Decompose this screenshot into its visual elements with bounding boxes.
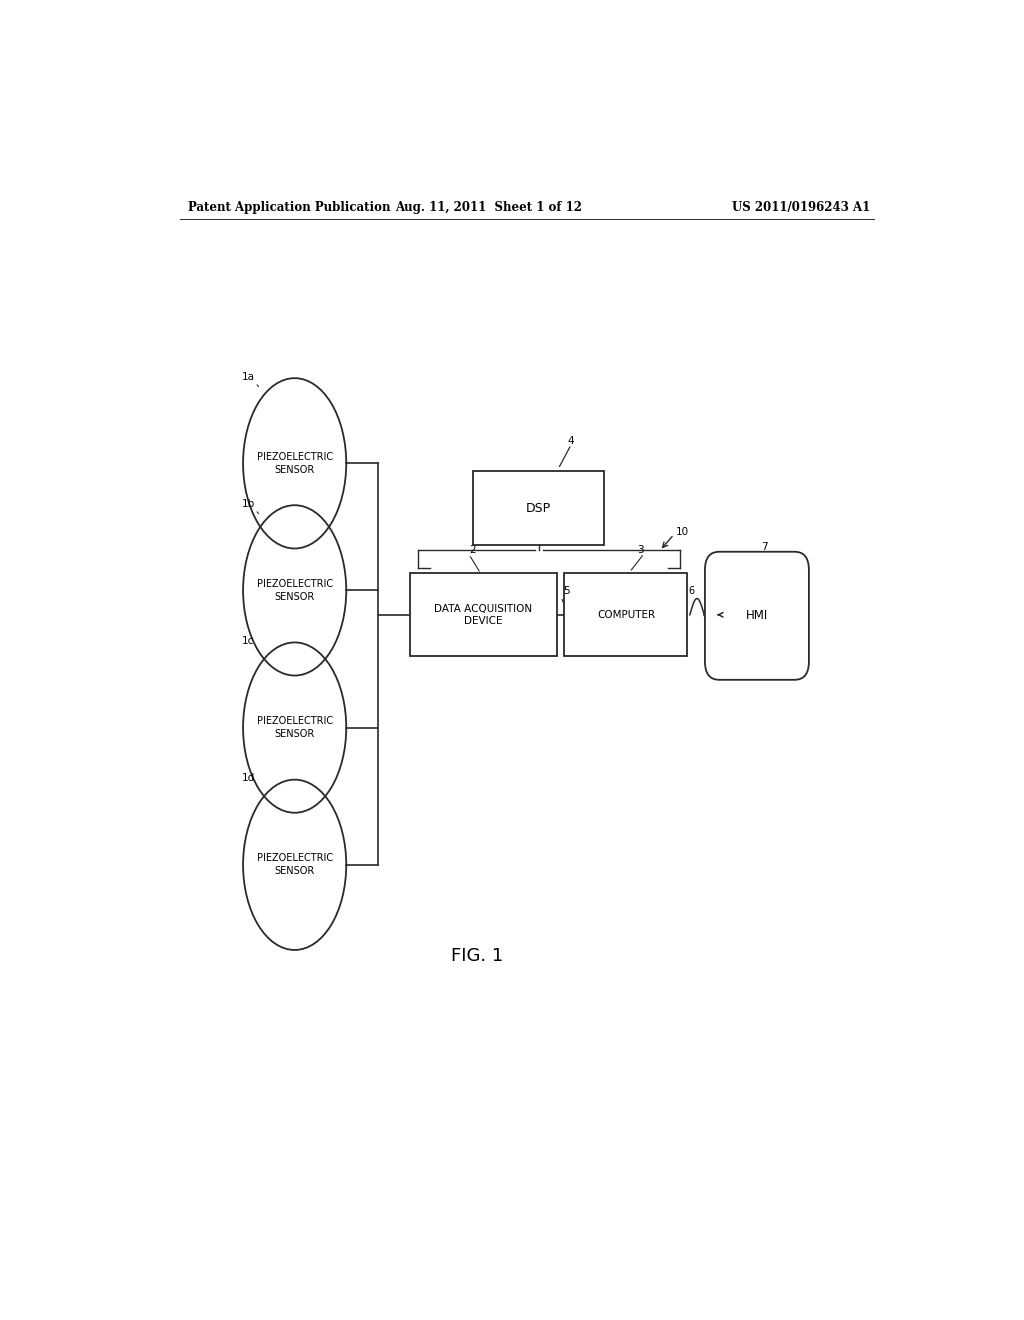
Text: 1c: 1c	[243, 636, 255, 645]
FancyBboxPatch shape	[410, 573, 557, 656]
FancyBboxPatch shape	[564, 573, 687, 656]
Text: 1a: 1a	[242, 372, 255, 381]
Text: PIEZOELECTRIC
SENSOR: PIEZOELECTRIC SENSOR	[257, 715, 333, 739]
FancyBboxPatch shape	[473, 471, 604, 545]
Text: 10: 10	[676, 528, 689, 537]
Text: 3: 3	[637, 545, 644, 554]
Text: DSP: DSP	[526, 502, 551, 515]
Text: PIEZOELECTRIC
SENSOR: PIEZOELECTRIC SENSOR	[257, 578, 333, 602]
Text: 4: 4	[567, 436, 574, 446]
Text: Patent Application Publication: Patent Application Publication	[187, 201, 390, 214]
Text: Aug. 11, 2011  Sheet 1 of 12: Aug. 11, 2011 Sheet 1 of 12	[395, 201, 583, 214]
FancyBboxPatch shape	[705, 552, 809, 680]
Text: PIEZOELECTRIC
SENSOR: PIEZOELECTRIC SENSOR	[257, 451, 333, 475]
Text: COMPUTER: COMPUTER	[597, 610, 655, 620]
Text: 7: 7	[761, 541, 767, 552]
Text: DATA ACQUISITION
DEVICE: DATA ACQUISITION DEVICE	[434, 603, 532, 626]
Text: FIG. 1: FIG. 1	[451, 948, 504, 965]
Text: 1d: 1d	[242, 774, 255, 783]
Text: 5: 5	[563, 586, 569, 597]
Text: US 2011/0196243 A1: US 2011/0196243 A1	[732, 201, 870, 214]
Text: 6: 6	[688, 586, 694, 597]
Text: PIEZOELECTRIC
SENSOR: PIEZOELECTRIC SENSOR	[257, 853, 333, 876]
Text: 2: 2	[470, 545, 476, 554]
Text: HMI: HMI	[745, 610, 768, 622]
Text: 1b: 1b	[242, 499, 255, 508]
